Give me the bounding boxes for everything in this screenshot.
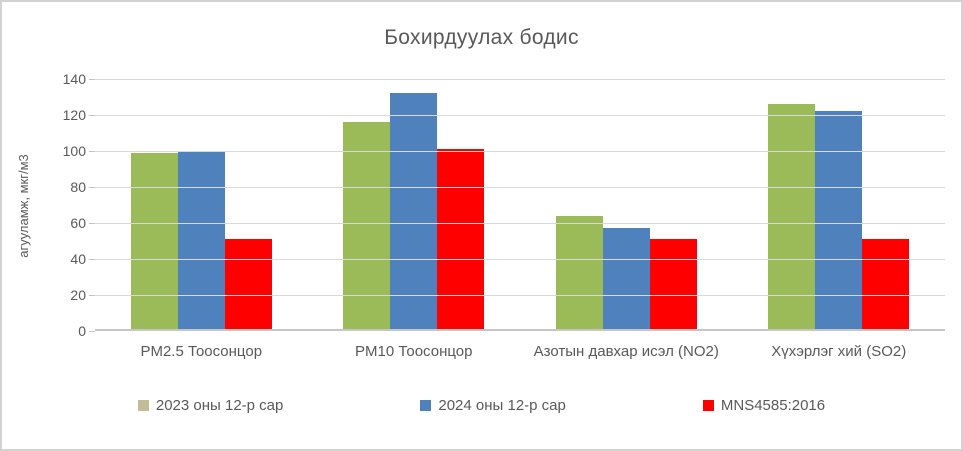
y-tick-mark-60 [89,222,95,224]
bar-series-2023 оны 12-р сар-category-2 [343,122,391,329]
bar-series-2024 оны 12-р сар-category-3 [602,228,650,329]
bar-series-MNS4585:2016-category-2 [437,149,485,329]
legend-item-3: MNS4585:2016 [702,397,826,414]
y-tick-label-100: 100 [62,143,86,159]
y-tick-mark-40 [89,258,95,260]
y-tick-label-0: 0 [78,323,86,339]
y-tick-label-140: 140 [62,71,86,87]
bar-series-2023 оны 12-р сар-category-3 [555,215,603,329]
plot-area: 0 20 40 60 80 100 120 140 [63,71,945,339]
y-tick-label-80: 80 [70,179,86,195]
gridline-120 [95,114,945,116]
legend-swatch-icon [420,400,432,411]
y-tick-mark-120 [89,114,95,116]
bar-series-2023 оны 12-р сар-category-4 [768,104,816,329]
bar-group-1 [95,79,308,329]
y-tick-mark-100 [89,150,95,152]
legend-label: MNS4585:2016 [720,397,826,414]
category-label-4: Хүхэрлэг хий (SO2) [771,343,907,360]
legend-swatch-icon [702,400,714,411]
x-axis-category-row: PM2.5 Тоосонцор PM10 Тоосонцор Азотын давх… [95,343,945,360]
y-tick-mark-80 [89,186,95,188]
bar-series-2023 оны 12-р сар-category-1 [130,152,178,329]
chart-title: Бохирдуулах бодис [384,26,579,49]
legend-label: 2024 оны 12-р сар [438,397,566,414]
bar-group-2 [308,79,521,329]
bar-series-2024 оны 12-р сар-category-4 [815,111,863,329]
bar-series-MNS4585:2016-category-4 [862,239,910,329]
gridline-40 [95,258,945,260]
gridline-80 [95,186,945,188]
legend-swatch-icon [137,400,149,411]
y-tick-mark-0 [89,330,95,332]
gridline-100 [95,150,945,152]
legend-item-2: 2024 оны 12-р сар [420,397,566,414]
y-tick-label-60: 60 [70,215,86,231]
category-label-1: PM2.5 Тоосонцор [140,343,263,360]
gridline-140 [95,78,945,80]
y-tick-mark-140 [89,78,95,80]
category-label-3: Азотын давхар исэл (NO2) [533,343,719,360]
bar-series-2024 оны 12-р сар-category-1 [177,150,225,329]
gridline-20 [95,294,945,296]
legend: 2023 оны 12-р сар 2024 оны 12-р сар MNS458… [2,397,961,414]
y-tick-label-120: 120 [62,107,86,123]
bar-group-3 [520,79,733,329]
y-tick-mark-20 [89,294,95,296]
y-tick-label-40: 40 [70,251,86,267]
bar-series-MNS4585:2016-category-3 [649,239,697,329]
legend-item-1: 2023 оны 12-р сар [137,397,284,414]
y-tick-label-20: 20 [70,287,86,303]
y-axis-title-text: агууламж, мкг/м3 [16,154,31,258]
legend-label: 2023 оны 12-р сар [155,397,284,414]
bar-series-2024 оны 12-р сар-category-2 [390,93,438,329]
gridline-60 [95,222,945,224]
bars-layer [95,79,945,329]
category-label-2: PM10 Тоосонцор [355,343,473,360]
bar-group-4 [733,79,946,329]
bar-series-MNS4585:2016-category-1 [224,239,272,329]
